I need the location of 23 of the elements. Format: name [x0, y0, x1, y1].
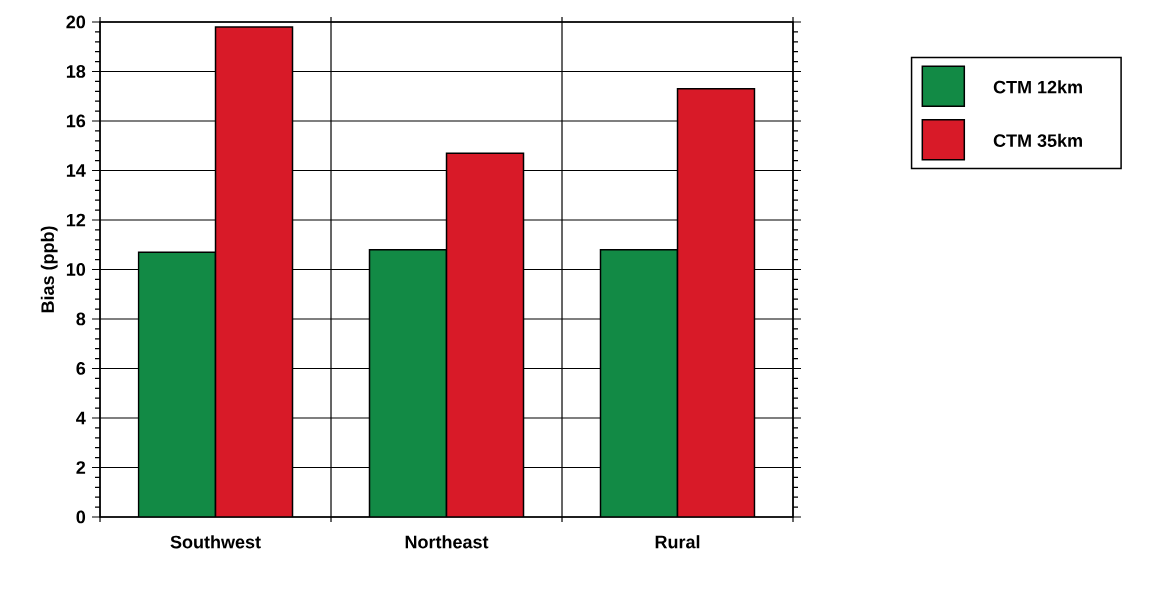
x-tick-label: Southwest	[170, 535, 261, 549]
y-tick-label: 6	[76, 362, 86, 375]
y-tick-label: 8	[76, 312, 86, 326]
y-tick-label: 4	[76, 411, 86, 425]
y-tick-label: 16	[66, 114, 86, 128]
y-tick-label: 14	[66, 164, 86, 177]
legend-label: CTM 35km	[993, 133, 1082, 148]
y-tick-label: 12	[66, 213, 86, 227]
y-tick-label: 10	[66, 263, 86, 276]
y-tick-label: 0	[76, 510, 86, 524]
bar	[368, 248, 448, 517]
legend-label: CTM 12km	[993, 80, 1082, 94]
bar	[214, 26, 294, 517]
bar	[599, 248, 679, 517]
bar	[445, 152, 525, 517]
x-tick-label: Northeast	[405, 535, 489, 549]
y-tick-label: 2	[76, 461, 86, 474]
bar	[676, 88, 756, 517]
y-tick-label: 18	[66, 65, 86, 78]
y-tick-label: 20	[66, 15, 86, 29]
bar	[137, 251, 217, 517]
x-tick-label: Rural	[655, 535, 700, 549]
y-axis-title: Bias (ppb)	[40, 226, 58, 313]
